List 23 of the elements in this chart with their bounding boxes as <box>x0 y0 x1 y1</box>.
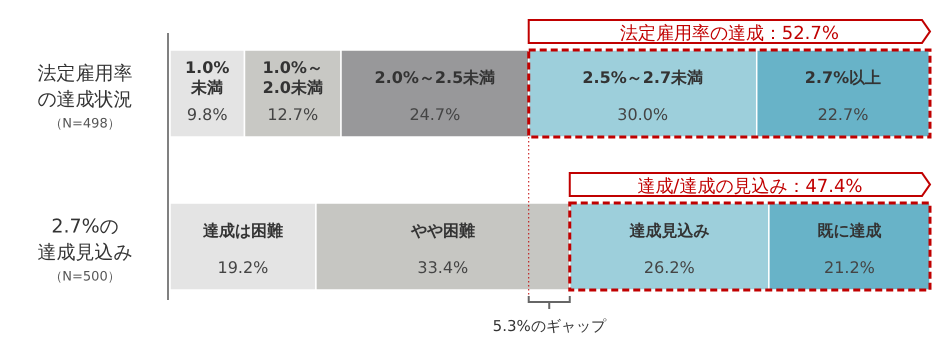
category-label: 法定雇用率の達成状況（N=498） <box>38 62 132 132</box>
data-label: 12.7% <box>267 105 318 124</box>
data-label: 9.8% <box>186 105 228 124</box>
data-label: 26.2% <box>644 258 695 277</box>
category-label: 2.7%の達成見込み（N=500） <box>38 216 132 284</box>
series-label: 既に達成 <box>817 221 882 240</box>
data-label: 33.4% <box>417 258 468 277</box>
series-label: 達成は困難 <box>202 221 283 240</box>
series-label: 1.0% 未満 <box>185 58 230 97</box>
series-label: 2.5%～2.7未満 <box>582 68 704 87</box>
series-label: 達成見込み <box>629 221 710 240</box>
data-label: 24.7% <box>409 105 460 124</box>
data-label: 21.2% <box>824 258 875 277</box>
series-label: 1.0%～ 2.0未満 <box>262 58 323 97</box>
data-label: 19.2% <box>218 258 268 277</box>
series-label: やや困難 <box>410 221 475 240</box>
text: 5.3%のギャップ <box>492 317 607 335</box>
series-label: 2.0%～2.5未満 <box>374 68 496 87</box>
series-label: 2.7%以上 <box>804 68 882 87</box>
annotation: 達成/達成の見込み：47.4% <box>637 176 863 197</box>
annotation: 法定雇用率の達成：52.7% <box>620 23 839 44</box>
data-label: 22.7% <box>818 105 868 124</box>
data-label: 30.0% <box>617 105 668 124</box>
